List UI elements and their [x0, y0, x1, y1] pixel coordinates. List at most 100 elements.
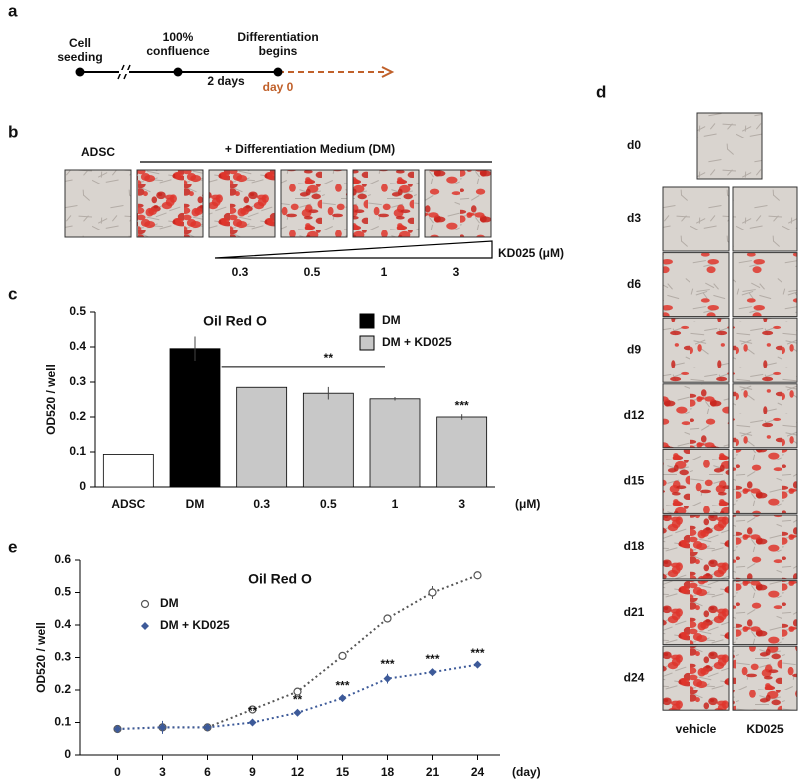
point	[338, 651, 347, 660]
x-tick-label: 6	[204, 765, 211, 779]
micrograph	[732, 186, 798, 252]
y-axis-label: OD520 / well	[34, 622, 48, 693]
step-label: Differentiation	[237, 30, 318, 44]
micrograph	[732, 252, 798, 318]
legend-label: DM + KD025	[160, 618, 230, 632]
point	[293, 708, 302, 717]
significance-label: **	[293, 693, 303, 707]
y-tick-label: 0.2	[54, 682, 71, 696]
x-tick-label: 3	[159, 765, 166, 779]
x-tick-label: 1	[392, 497, 399, 511]
significance-label: ***	[380, 657, 394, 671]
panel-label: b	[8, 122, 18, 141]
dose: 0.5	[304, 265, 321, 279]
day-label: d3	[627, 211, 641, 225]
micrograph	[732, 317, 798, 383]
micrograph	[662, 383, 730, 449]
legend-swatch	[359, 335, 375, 351]
point	[158, 723, 167, 732]
bar	[102, 454, 154, 488]
point	[338, 694, 347, 703]
interval-label: 2 days	[207, 74, 245, 88]
y-tick-label: 0.4	[54, 617, 71, 631]
point	[383, 674, 392, 683]
legend-swatch	[359, 313, 375, 329]
dose: 0.3	[232, 265, 249, 279]
significance-label: **	[324, 351, 334, 365]
bar	[369, 398, 421, 488]
timeline-dot	[173, 67, 183, 77]
step-label: confluence	[146, 44, 210, 58]
point	[113, 725, 122, 733]
break-gap	[119, 70, 129, 74]
x-tick-label: 0.3	[253, 497, 270, 511]
x-tick-label: ADSC	[111, 497, 145, 511]
micrograph	[662, 514, 730, 580]
day-label: d9	[627, 342, 641, 356]
x-tick-label: 0.5	[320, 497, 337, 511]
panel-label: e	[8, 537, 17, 556]
y-tick-label: 0.5	[54, 585, 71, 599]
point	[428, 668, 437, 677]
y-tick-label: 0	[64, 747, 71, 761]
micrograph	[732, 645, 798, 711]
significance-label: ***	[470, 646, 484, 660]
x-tick-label: 3	[458, 497, 465, 511]
start-label: day 0	[263, 80, 294, 94]
micrograph	[662, 448, 730, 514]
timeline-dot	[273, 67, 283, 77]
bar	[436, 416, 488, 488]
timeline-dot	[75, 67, 85, 77]
point	[248, 705, 257, 714]
column-label: KD025	[746, 722, 784, 736]
day-label: d12	[624, 408, 645, 422]
point	[248, 718, 257, 727]
dose-label: KD025 (μM)	[498, 246, 564, 260]
point	[428, 588, 437, 597]
point	[203, 723, 212, 732]
day-label: d21	[624, 605, 645, 619]
day-label: d6	[627, 277, 641, 291]
x-tick-label: 15	[336, 765, 350, 779]
day-label: d15	[624, 474, 645, 488]
legend-label: DM	[382, 313, 401, 327]
bar	[236, 386, 288, 488]
micrograph	[662, 186, 730, 252]
significance-label: **	[248, 704, 258, 718]
y-tick-label: 0	[79, 479, 86, 493]
micrograph	[732, 580, 798, 646]
significance-label: ***	[335, 679, 349, 693]
dose-wedge	[214, 240, 493, 259]
point	[383, 614, 392, 623]
y-axis-label: OD520 / well	[44, 364, 58, 435]
day-label: d0	[627, 138, 641, 152]
y-tick-label: 0.4	[69, 339, 86, 353]
x-tick-label: 21	[426, 765, 440, 779]
day-label: d24	[624, 670, 645, 684]
micrograph	[732, 448, 798, 514]
step-label: seeding	[57, 50, 102, 64]
step-label: Cell	[69, 36, 91, 50]
micrograph	[662, 580, 730, 646]
micrograph	[662, 645, 730, 711]
micrograph	[208, 169, 276, 238]
point	[473, 660, 482, 669]
x-tick-label: 24	[471, 765, 485, 779]
x-tick-label: 12	[291, 765, 305, 779]
point	[473, 571, 482, 580]
point	[140, 599, 150, 609]
x-tick-label: 0	[114, 765, 121, 779]
x-tick-label: 9	[249, 765, 256, 779]
x-axis-label: (day)	[512, 765, 541, 779]
legend-label: DM	[160, 596, 179, 610]
bar	[169, 348, 221, 488]
step-label: 100%	[163, 30, 194, 44]
significance-label: ***	[425, 652, 439, 666]
point	[141, 622, 149, 630]
panel-label: c	[8, 284, 17, 303]
column-label: vehicle	[676, 722, 717, 736]
dose: 1	[381, 265, 388, 279]
micrograph	[732, 383, 798, 449]
y-tick-label: 0.1	[54, 715, 71, 729]
